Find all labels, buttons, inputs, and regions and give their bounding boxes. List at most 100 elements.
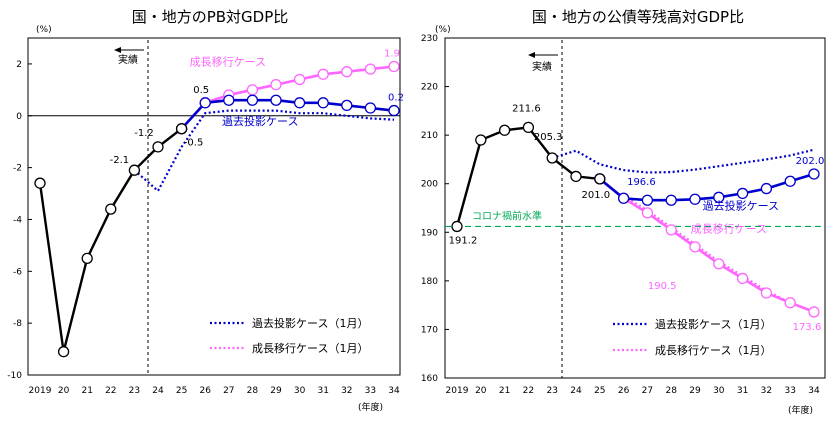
debt-data-label: 205.3 [534, 132, 563, 143]
debt-ytick-label: 190 [421, 228, 438, 238]
debt-xtick-label: 25 [594, 386, 605, 396]
pb-actual-label: 実績 [118, 53, 138, 66]
pb-xtick-label: 29 [270, 386, 282, 396]
pb-past-line [180, 98, 395, 130]
debt-xtick-label: 29 [689, 386, 701, 396]
pb-past-point [270, 94, 282, 106]
debt-actual-label: 実績 [532, 60, 552, 73]
debt-x-unit: (年度) [788, 404, 813, 416]
debt-actual-point [451, 220, 463, 233]
debt-actual-arrow-head [528, 52, 535, 58]
pb-data-label: 0.5 [193, 85, 209, 96]
debt-growth-point [736, 272, 749, 285]
pb-actual-point [81, 252, 93, 264]
debt-actual-point [522, 121, 535, 134]
debt-past-point [808, 168, 820, 180]
debt-growth-point [784, 297, 796, 309]
debt-data-label: 173.6 [793, 322, 822, 333]
debt-ytick-label: 160 [421, 374, 438, 384]
pb-x-unit: (年度) [358, 401, 383, 413]
debt-xtick-label: 32 [761, 386, 772, 396]
pb-ytick-label: -2 [13, 164, 22, 174]
pb-ytick-label: 2 [16, 60, 22, 70]
debt-data-label: 196.6 [627, 177, 656, 188]
debt-xtick-label: 28 [665, 386, 677, 396]
pb-ytick-label: -6 [13, 267, 22, 277]
debt-chart: 国・地方の公債等残高対GDP比 (%) (年度) 230 220 210 200 190… [421, 8, 826, 416]
pb-growth-point [388, 60, 400, 73]
pb-growth-point [317, 68, 329, 80]
debt-data-label: 190.5 [648, 281, 677, 292]
pb-xtick-label: 28 [247, 386, 259, 396]
debt-xtick-label: 20 [475, 386, 487, 396]
pb-data-label: 0.2 [388, 93, 404, 104]
debt-xtick-label: 34 [808, 386, 820, 396]
debt-legend-label: 成長移行ケース（1月） [655, 344, 771, 357]
debt-xtick-label: 30 [713, 386, 725, 396]
debt-growth-line [598, 177, 815, 314]
pb-xtick-label: 33 [365, 386, 376, 396]
debt-past-series-label: 過去投影ケース [703, 198, 779, 212]
pb-data-label: 1.9 [384, 49, 400, 60]
pb-past-point [223, 94, 235, 106]
pb-chart-title: 国・地方のPB対GDP比 [132, 8, 289, 26]
pb-data-label: -0.5 [184, 138, 204, 149]
debt-data-label: 202.0 [796, 156, 825, 167]
debt-xtick-label: 33 [784, 386, 795, 396]
pb-growth-point [293, 73, 306, 86]
pb-xtick-label: 34 [388, 386, 400, 396]
pb-legend-label: 成長移行ケース（1月） [252, 342, 368, 355]
debt-past-jan-line [551, 148, 815, 174]
debt-past-point [617, 192, 630, 204]
debt-xtick-label: 26 [618, 386, 630, 396]
debt-ytick-label: 230 [421, 34, 438, 44]
pb-data-label: -2.1 [110, 155, 130, 166]
debt-past-line [598, 172, 815, 202]
debt-past-point [713, 191, 725, 203]
debt-xtick-label: 2019 [446, 386, 469, 396]
debt-y-unit: (%) [435, 25, 451, 35]
pb-ytick-label: 0 [16, 112, 22, 122]
debt-reference-label: コロナ禍前水準 [472, 209, 542, 222]
debt-past-point [665, 194, 677, 206]
pb-xtick-label: 23 [129, 386, 140, 396]
pb-xtick-label: 30 [294, 386, 306, 396]
debt-growth-point [713, 258, 725, 270]
pb-past-jan-line [133, 109, 395, 193]
pb-xtick-label: 20 [58, 386, 70, 396]
debt-growth-point [808, 306, 820, 318]
debt-xtick-label: 31 [737, 386, 748, 396]
pb-legend-label: 過去投影ケース（1月） [252, 316, 368, 330]
debt-ytick-label: 200 [421, 180, 438, 190]
pb-past-series-label: 過去投影ケース [222, 114, 298, 128]
pb-actual-point [34, 177, 46, 189]
pb-growth-point [364, 63, 377, 75]
pb-xtick-label: 25 [176, 386, 187, 396]
debt-past-point [641, 194, 654, 206]
debt-xtick-label: 23 [546, 386, 557, 396]
pb-actual-arrow-head [114, 47, 121, 53]
pb-y-unit: (%) [36, 25, 52, 35]
pb-growth-point [246, 84, 259, 96]
pb-xtick-label: 31 [317, 386, 328, 396]
pb-past-point [364, 102, 377, 114]
pb-plot-frame [27, 37, 401, 376]
pb-ytick-label: -10 [7, 371, 22, 381]
debt-ytick-label: 170 [421, 325, 438, 335]
debt-past-point [760, 182, 773, 195]
debt-growth-point [760, 287, 773, 299]
pb-xtick-label: 24 [152, 386, 164, 396]
pb-actual-point [175, 123, 188, 135]
pb-actual-point [57, 346, 70, 358]
debt-data-label: 211.6 [512, 103, 541, 114]
debt-chart-title: 国・地方の公債等残高対GDP比 [532, 8, 744, 26]
pb-xtick-label: 21 [81, 386, 92, 396]
debt-past-point [784, 175, 796, 187]
pb-past-point [341, 99, 353, 112]
pb-ytick-label: -8 [13, 319, 22, 329]
debt-actual-point [570, 170, 582, 183]
debt-past-point [736, 187, 749, 200]
pb-xtick-label: 26 [199, 386, 211, 396]
